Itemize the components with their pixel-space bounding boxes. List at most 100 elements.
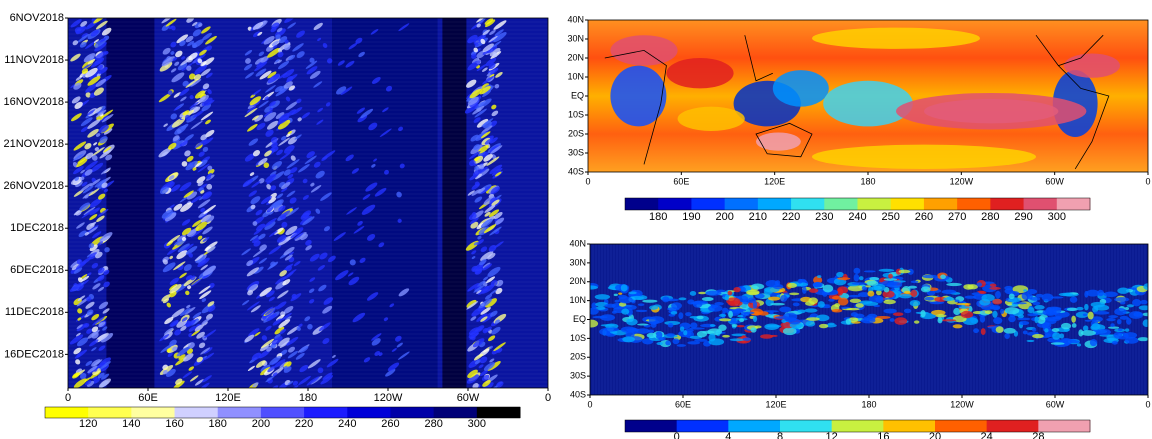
field-blob (385, 85, 393, 92)
field-blob (978, 291, 987, 295)
y-tick-label: 30N (567, 33, 584, 43)
field-blob (87, 128, 99, 138)
field-blob (1126, 304, 1135, 308)
field-blob (200, 264, 209, 271)
field-blob (172, 346, 178, 352)
field-blob (268, 296, 275, 302)
field-blob (159, 186, 169, 195)
field-blob (302, 210, 312, 218)
x-tick-label: 120W (950, 399, 974, 409)
field-blob (276, 193, 284, 199)
field-blob (202, 32, 212, 41)
field-blob (83, 206, 96, 216)
field-blob (1059, 333, 1065, 339)
field-blob (1022, 330, 1028, 335)
field-blob (482, 315, 493, 323)
field-blob (172, 135, 180, 142)
field-blob (1140, 299, 1148, 305)
colorbar-bin (1023, 198, 1058, 210)
field-blob (729, 321, 742, 324)
colorbar-label: 16 (877, 431, 889, 439)
field-blob (320, 192, 332, 201)
field-blob (258, 51, 265, 57)
x-tick-label: 0 (585, 176, 590, 186)
field-blob (823, 80, 913, 127)
field-blob (207, 305, 216, 312)
field-blob (1034, 305, 1045, 310)
field-blob (98, 345, 106, 351)
coastline (744, 35, 773, 82)
field-blob (482, 263, 493, 271)
field-blob (1117, 328, 1123, 332)
field-blob (85, 92, 91, 98)
field-blob (274, 85, 283, 93)
field-blob (292, 43, 304, 52)
field-blob (92, 231, 102, 239)
field-blob (490, 310, 498, 317)
field-blob (263, 217, 277, 228)
field-blob (80, 257, 92, 266)
field-blob (250, 305, 261, 313)
field-blob (1138, 305, 1148, 311)
field-blob (979, 298, 991, 306)
colorbar-label: 28 (1032, 431, 1044, 439)
field-blob (71, 96, 81, 104)
field-blob (183, 264, 192, 272)
field-blob (1032, 301, 1041, 306)
field-blob (648, 316, 665, 324)
field-blob (1032, 333, 1044, 339)
field-blob (181, 317, 188, 322)
field-blob (1126, 317, 1132, 325)
field-blob (197, 235, 203, 240)
field-blob (485, 57, 497, 67)
field-blob (326, 58, 333, 64)
field-blob (73, 166, 84, 175)
field-blob (309, 253, 320, 262)
y-tick-label: 30N (569, 257, 586, 267)
field-blob (486, 45, 498, 54)
field-blob (705, 290, 722, 296)
field-blob (470, 134, 479, 142)
field-blob (92, 316, 105, 326)
field-blob (1029, 296, 1041, 301)
field-blob (163, 123, 168, 127)
field-blob (191, 329, 201, 337)
field-blob (494, 29, 504, 37)
field-blob (753, 285, 758, 290)
field-blob (973, 328, 980, 334)
field-blob (75, 332, 81, 337)
field-blob (399, 163, 405, 169)
field-blob (101, 109, 114, 119)
field-blob (171, 25, 176, 31)
field-blob (808, 297, 819, 305)
field-blob (310, 182, 315, 187)
field-blob (178, 354, 186, 360)
field-blob (243, 63, 253, 71)
field-blob (301, 112, 311, 119)
field-blob (473, 144, 481, 150)
field-blob (384, 169, 389, 175)
colorbar-bin (757, 198, 792, 210)
field-blob (267, 47, 281, 58)
field-blob (299, 215, 313, 225)
field-blob (102, 326, 108, 331)
field-blob (164, 316, 174, 325)
field-blob (472, 167, 484, 176)
field-blob (290, 155, 296, 161)
field-blob (769, 311, 774, 315)
field-blob (493, 342, 506, 352)
field-blob (246, 105, 257, 113)
field-blob (276, 27, 283, 33)
field-blob (489, 226, 502, 236)
field-blob (164, 212, 177, 222)
field-blob (1113, 332, 1123, 339)
field-blob (271, 336, 283, 345)
field-blob (728, 310, 733, 319)
field-blob (481, 90, 492, 98)
field-blob (200, 134, 208, 141)
field-blob (708, 338, 725, 346)
field-blob (275, 112, 285, 119)
field-blob (398, 288, 410, 297)
field-blob (272, 199, 284, 209)
field-blob (88, 188, 100, 197)
